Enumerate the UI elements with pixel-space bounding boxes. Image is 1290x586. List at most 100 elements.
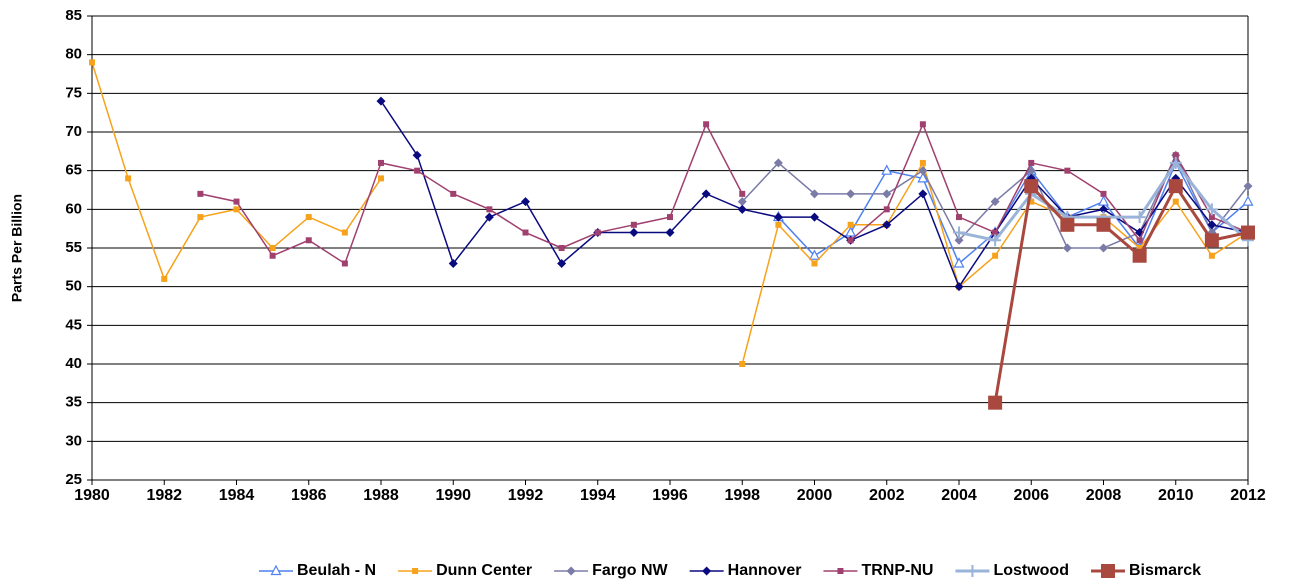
marker [1028,198,1035,205]
marker [917,172,929,183]
x-tick-label: 2004 [941,487,977,504]
marker [1208,252,1215,259]
marker [881,164,893,175]
legend-label: TRNP-NU [861,562,933,579]
marker [412,150,422,160]
x-tick-label: 2000 [797,487,833,504]
marker [89,59,95,66]
marker [557,258,567,268]
marker [1060,217,1075,232]
marker [233,206,240,213]
y-tick-label: 35 [65,394,82,411]
marker [1205,203,1218,216]
marker [414,167,421,174]
legend-label: Fargo NW [592,562,668,579]
marker [484,212,494,222]
series [772,156,1254,268]
marker [412,568,419,574]
marker [1100,564,1115,578]
marker [918,189,928,199]
marker [919,121,926,128]
marker [1168,179,1183,194]
marker [737,197,747,207]
x-tick-label: 1982 [146,487,182,504]
legend: Beulah - N Dunn Center Fargo NW Hannover TRN… [258,562,1201,579]
marker [522,229,529,236]
marker [566,566,576,576]
marker [665,228,675,238]
series-line [200,122,1249,265]
marker [918,166,928,176]
x-tick-label: 1988 [363,487,399,504]
y-tick-label: 65 [65,162,82,179]
marker [1169,156,1182,169]
legend-label: Hannover [728,562,802,579]
marker [197,214,204,221]
marker [1064,167,1071,174]
marker [450,190,457,197]
marker [1243,181,1253,191]
marker [956,214,962,221]
marker [809,249,820,260]
legend-label: Beulah - N [297,562,376,579]
y-tick-label: 30 [65,432,82,449]
marker [1172,152,1179,159]
y-tick-label: 60 [65,200,82,217]
marker [125,175,132,182]
marker [992,229,999,236]
marker [341,229,348,236]
marker [988,395,1003,410]
marker [810,212,819,222]
marker [629,228,639,238]
marker [486,206,493,213]
marker [966,565,979,577]
marker [701,189,711,199]
marker [1136,245,1143,251]
series-line [777,161,1249,265]
marker [269,252,276,259]
marker [233,198,240,205]
x-tick-label: 2008 [1086,487,1122,504]
marker [773,158,783,168]
marker [1024,179,1039,194]
marker [919,159,926,166]
marker [667,214,673,221]
marker [847,221,854,228]
y-tick-label: 85 [65,7,82,24]
marker [1207,220,1217,230]
marker [737,204,747,214]
y-tick-label: 70 [65,123,82,140]
marker [269,245,276,251]
legend-label: Dunn Center [436,562,532,579]
y-tick-label: 55 [65,239,82,256]
marker [378,175,384,182]
x-tick-label: 2002 [869,487,905,504]
marker [1208,214,1215,221]
marker [558,245,565,251]
x-tick-label: 1994 [580,487,616,504]
y-tick-label: 75 [65,84,82,101]
y-tick-label: 45 [65,316,82,333]
marker [1028,159,1035,166]
marker [1241,225,1255,240]
x-tick-label: 1998 [724,487,760,504]
marker [992,252,999,259]
marker [378,159,384,166]
marker [1096,217,1111,232]
marker [630,221,637,228]
legend-label: Bismarck [1129,562,1201,579]
marker [448,258,458,268]
marker [837,568,844,574]
marker [989,234,1002,247]
marker [305,237,312,244]
y-axis-label: Parts Per Billion [9,194,25,302]
marker [1132,248,1147,263]
marker [1136,237,1143,244]
y-tick-label: 40 [65,355,82,372]
marker [1204,233,1219,248]
x-tick-label: 2010 [1158,487,1194,504]
marker [702,566,712,576]
marker [305,214,312,221]
marker [773,212,783,222]
